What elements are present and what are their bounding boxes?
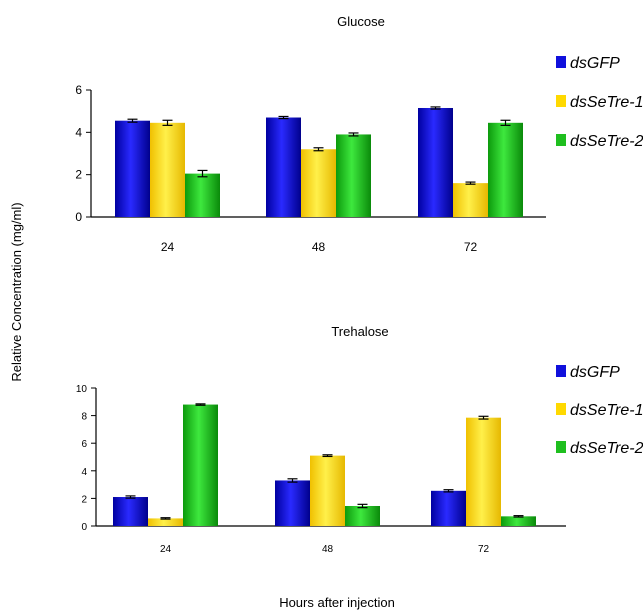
trehalose-legend-label-dsSeTre-2: dsSeTre-2 (570, 440, 643, 457)
trehalose-bar-dsSeTre-2-48 (345, 505, 380, 526)
trehalose-y-tick-label: 8 (81, 412, 87, 423)
trehalose-bar-dsSeTre-1-24 (148, 518, 183, 526)
glucose-y-tick-label: 0 (75, 210, 82, 224)
trehalose-y-tick-label: 0 (81, 522, 87, 533)
trehalose-x-tick-label: 24 (160, 544, 172, 555)
glucose-y-tick-label: 4 (75, 125, 82, 139)
glucose-bar-dsSeTre-1-24 (150, 122, 185, 217)
glucose-legend-label-dsGFP: dsGFP (570, 55, 620, 72)
glucose-x-tick-label: 24 (161, 240, 175, 254)
trehalose-bar-dsSeTre-1-72 (466, 417, 501, 526)
trehalose-x-tick-label: 48 (322, 544, 334, 555)
y-axis-label: Relative Concentration (mg/ml) (9, 202, 24, 381)
trehalose-bar-dsGFP-48 (275, 480, 310, 526)
glucose-bar-dsGFP-24 (115, 120, 150, 217)
glucose-bar-dsSeTre-2-72 (488, 122, 523, 217)
glucose-x-tick-label: 72 (464, 240, 478, 254)
glucose-bar-dsSeTre-1-48 (301, 149, 336, 217)
trehalose-bar-dsGFP-24 (113, 497, 148, 526)
trehalose-bar-dsSeTre-1-48 (310, 455, 345, 526)
trehalose-y-tick-label: 6 (81, 439, 87, 450)
trehalose-y-tick-label: 4 (81, 467, 87, 478)
glucose-legend-label-dsSeTre-2: dsSeTre-2 (570, 133, 643, 150)
glucose-bar-dsGFP-72 (418, 107, 453, 217)
trehalose-legend-swatch-dsGFP (556, 365, 566, 377)
glucose-y-tick-label: 6 (75, 83, 82, 97)
glucose-legend-swatch-dsSeTre-1 (556, 95, 566, 107)
glucose-title: Glucose (337, 14, 385, 29)
glucose-x-tick-label: 48 (312, 240, 326, 254)
trehalose-legend-label-dsGFP: dsGFP (570, 364, 620, 381)
trehalose-legend-label-dsSeTre-1: dsSeTre-1 (570, 402, 643, 419)
trehalose-legend-swatch-dsSeTre-1 (556, 403, 566, 415)
trehalose-y-tick-label: 10 (76, 384, 88, 395)
trehalose-bar-dsSeTre-2-24 (183, 404, 218, 526)
glucose-legend-swatch-dsSeTre-2 (556, 134, 566, 146)
trehalose-bar-dsSeTre-2-72 (501, 516, 536, 526)
trehalose-legend-swatch-dsSeTre-2 (556, 441, 566, 453)
glucose-legend-label-dsSeTre-1: dsSeTre-1 (570, 94, 643, 111)
glucose-bar-dsSeTre-1-72 (453, 183, 488, 217)
trehalose-bar-dsGFP-72 (431, 490, 466, 526)
trehalose-title: Trehalose (331, 324, 388, 339)
glucose-y-tick-label: 2 (75, 168, 82, 182)
glucose-bar-dsSeTre-2-48 (336, 134, 371, 217)
glucose-bar-dsGFP-48 (266, 117, 301, 217)
trehalose-x-tick-label: 72 (478, 544, 490, 555)
trehalose-y-tick-label: 2 (81, 494, 87, 505)
x-axis-label: Hours after injection (279, 595, 395, 610)
glucose-legend-swatch-dsGFP (556, 56, 566, 68)
glucose-bar-dsSeTre-2-24 (185, 173, 220, 217)
